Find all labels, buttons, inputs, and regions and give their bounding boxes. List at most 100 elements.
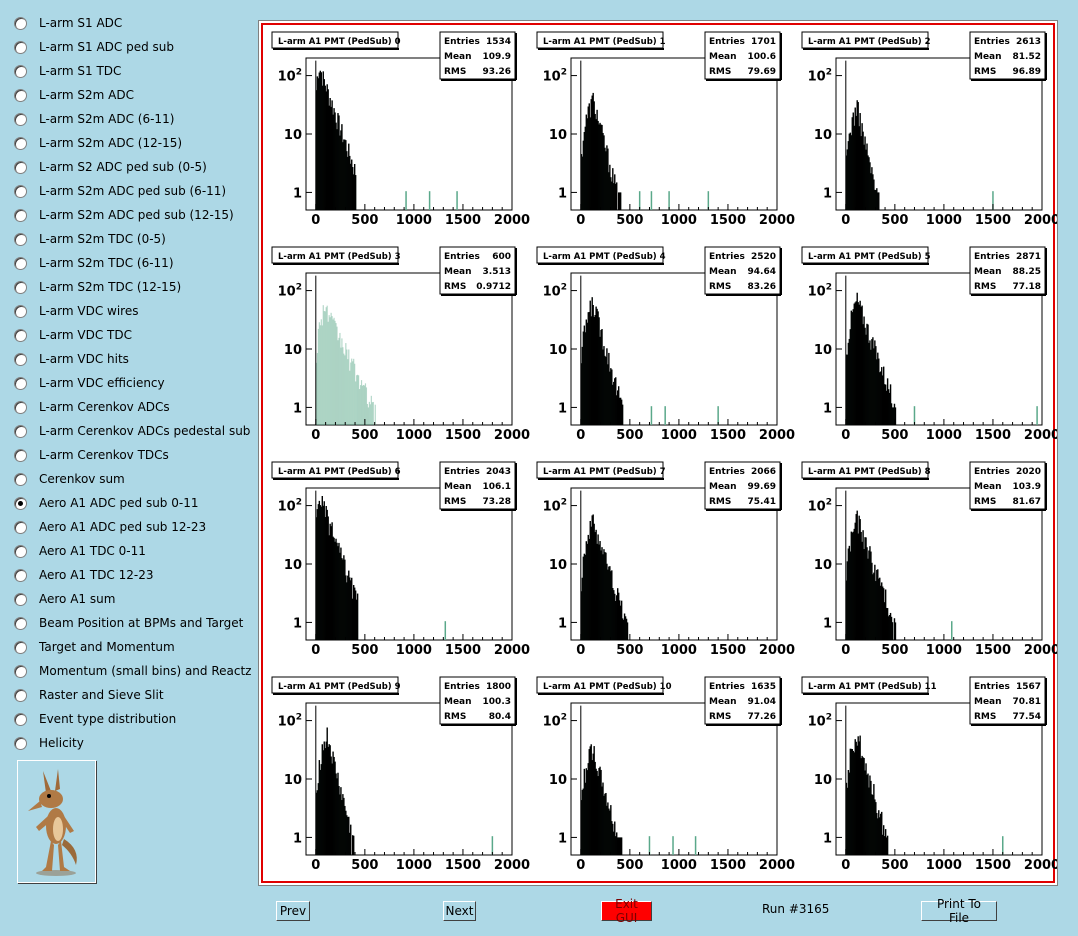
radio-unchecked-icon[interactable] <box>14 712 27 726</box>
radio-item-7[interactable]: L-arm S2m ADC ped sub (6-11) <box>14 181 226 201</box>
coyote-logo-icon[interactable] <box>17 760 96 883</box>
radio-item-18[interactable]: L-arm Cerenkov TDCs <box>14 445 169 465</box>
x-tick-label: 500 <box>351 858 378 873</box>
radio-unchecked-icon[interactable] <box>14 592 27 606</box>
histogram-canvas[interactable]: 0 500 1000 1500 2000 1 10 102 L-arm A1 PMT (PedS… <box>258 20 1058 886</box>
next-button[interactable]: Next <box>443 901 476 921</box>
x-tick-label: 2000 <box>759 428 795 443</box>
prev-button[interactable]: Prev <box>276 901 310 921</box>
radio-unchecked-icon[interactable] <box>14 376 27 390</box>
hist-bin <box>354 363 356 425</box>
radio-item-17[interactable]: L-arm Cerenkov ADCs pedestal sub <box>14 421 250 441</box>
radio-unchecked-icon[interactable] <box>14 424 27 438</box>
hist-title: L-arm A1 PMT (PedSub) 11 <box>808 682 937 692</box>
x-tick-label: 0 <box>841 643 850 658</box>
hist-bin <box>324 311 326 425</box>
radio-unchecked-icon[interactable] <box>14 688 27 702</box>
radio-unchecked-icon[interactable] <box>14 304 27 318</box>
radio-item-9[interactable]: L-arm S2m TDC (0-5) <box>14 229 166 249</box>
radio-item-4[interactable]: L-arm S2m ADC (6-11) <box>14 109 174 129</box>
x-tick-label: 1000 <box>661 643 697 658</box>
stats-box <box>969 676 1046 725</box>
radio-unchecked-icon[interactable] <box>14 112 27 126</box>
hist-title: L-arm A1 PMT (PedSub) 8 <box>808 467 931 477</box>
stats-label: Entries <box>444 252 480 262</box>
radio-unchecked-icon[interactable] <box>14 472 27 486</box>
radio-unchecked-icon[interactable] <box>14 568 27 582</box>
radio-unchecked-icon[interactable] <box>14 256 27 270</box>
radio-unchecked-icon[interactable] <box>14 640 27 654</box>
radio-item-29[interactable]: Event type distribution <box>14 709 176 729</box>
radio-item-24[interactable]: Aero A1 sum <box>14 589 115 609</box>
y-tick-label: 1 <box>293 401 302 416</box>
radio-unchecked-icon[interactable] <box>14 616 27 630</box>
radio-unchecked-icon[interactable] <box>14 280 27 294</box>
stats-value: 1567 <box>1016 682 1041 692</box>
hist-bin <box>370 395 372 425</box>
radio-item-13[interactable]: L-arm VDC TDC <box>14 325 132 345</box>
radio-item-8[interactable]: L-arm S2m ADC ped sub (12-15) <box>14 205 234 225</box>
radio-unchecked-icon[interactable] <box>14 184 27 198</box>
radio-item-28[interactable]: Raster and Sieve Slit <box>14 685 164 705</box>
hist-bin <box>322 305 324 425</box>
radio-unchecked-icon[interactable] <box>14 664 27 678</box>
coyote-logo-icon-graphic <box>28 769 77 876</box>
radio-unchecked-icon[interactable] <box>14 520 27 534</box>
radio-item-26[interactable]: Target and Momentum <box>14 637 175 657</box>
radio-item-19[interactable]: Cerenkov sum <box>14 469 125 489</box>
exit-gui-button[interactable]: Exit GUI <box>601 897 652 925</box>
x-tick-label: 2000 <box>759 213 795 228</box>
radio-item-23[interactable]: Aero A1 TDC 12-23 <box>14 565 154 585</box>
radio-item-30[interactable]: Helicity <box>14 733 84 753</box>
hist-bin <box>371 402 373 425</box>
radio-item-2[interactable]: L-arm S1 TDC <box>14 61 121 81</box>
radio-unchecked-icon[interactable] <box>14 208 27 222</box>
radio-item-3[interactable]: L-arm S2m ADC <box>14 85 134 105</box>
radio-unchecked-icon[interactable] <box>14 448 27 462</box>
radio-item-11[interactable]: L-arm S2m TDC (12-15) <box>14 277 181 297</box>
radio-item-20[interactable]: Aero A1 ADC ped sub 0-11 <box>14 493 198 513</box>
radio-item-12[interactable]: L-arm VDC wires <box>14 301 138 321</box>
y-tick-label: 102 <box>278 713 302 730</box>
radio-item-6[interactable]: L-arm S2 ADC ped sub (0-5) <box>14 157 207 177</box>
print-to-file-button[interactable]: Print To File <box>921 897 997 925</box>
radio-label: L-arm S2m ADC (6-11) <box>39 112 175 126</box>
y-tick-label: 10 <box>549 343 567 358</box>
x-tick-label: 1000 <box>926 858 962 873</box>
hist-bin <box>368 401 370 425</box>
radio-item-10[interactable]: L-arm S2m TDC (6-11) <box>14 253 174 273</box>
stats-label: Mean <box>974 482 1002 492</box>
radio-unchecked-icon[interactable] <box>14 544 27 558</box>
radio-unchecked-icon[interactable] <box>14 400 27 414</box>
y-tick-label: 10 <box>284 558 302 573</box>
radio-unchecked-icon[interactable] <box>14 232 27 246</box>
radio-item-25[interactable]: Beam Position at BPMs and Target <box>14 613 243 633</box>
radio-unchecked-icon[interactable] <box>14 352 27 366</box>
hist-bin <box>342 347 344 425</box>
radio-unchecked-icon[interactable] <box>14 736 27 750</box>
radio-unchecked-icon[interactable] <box>14 328 27 342</box>
radio-item-1[interactable]: L-arm S1 ADC ped sub <box>14 37 174 57</box>
x-tick-label: 1500 <box>445 858 481 873</box>
radio-unchecked-icon[interactable] <box>14 64 27 78</box>
radio-unchecked-icon[interactable] <box>14 136 27 150</box>
radio-unchecked-icon[interactable] <box>14 88 27 102</box>
hist-bin <box>360 380 363 425</box>
radio-item-16[interactable]: L-arm Cerenkov ADCs <box>14 397 170 417</box>
stats-label: Mean <box>709 697 737 707</box>
radio-item-5[interactable]: L-arm S2m ADC (12-15) <box>14 133 182 153</box>
radio-item-15[interactable]: L-arm VDC efficiency <box>14 373 165 393</box>
radio-unchecked-icon[interactable] <box>14 40 27 54</box>
radio-item-27[interactable]: Momentum (small bins) and Reactz <box>14 661 251 681</box>
radio-item-14[interactable]: L-arm VDC hits <box>14 349 129 369</box>
radio-checked-icon[interactable] <box>14 496 27 510</box>
x-tick-label: 0 <box>841 428 850 443</box>
y-tick-label: 102 <box>543 713 567 730</box>
radio-item-0[interactable]: L-arm S1 ADC <box>14 13 122 33</box>
radio-item-22[interactable]: Aero A1 TDC 0-11 <box>14 541 146 561</box>
stats-value: 100.3 <box>483 697 511 707</box>
radio-item-21[interactable]: Aero A1 ADC ped sub 12-23 <box>14 517 206 537</box>
radio-unchecked-icon[interactable] <box>14 160 27 174</box>
y-tick-label: 102 <box>808 68 832 85</box>
radio-unchecked-icon[interactable] <box>14 16 27 30</box>
